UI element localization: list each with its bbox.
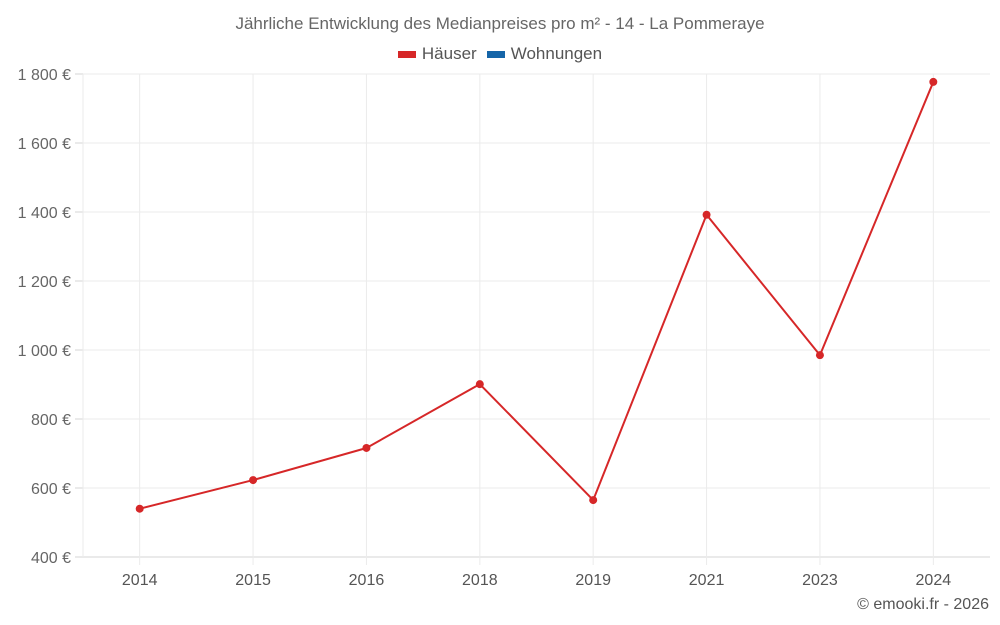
x-tick-label: 2014 xyxy=(122,572,158,589)
x-tick-label: 2019 xyxy=(575,572,611,589)
x-tick-label: 2023 xyxy=(802,572,838,589)
y-tick-label: 1 000 € xyxy=(18,343,71,360)
chart-legend: Häuser Wohnungen xyxy=(0,44,1000,64)
data-point[interactable] xyxy=(929,77,938,86)
x-axis: 2014 2015 2016 2018 2019 2021 2023 2024 xyxy=(122,572,951,589)
x-tick-label: 2015 xyxy=(235,572,271,589)
y-tick-label: 600 € xyxy=(31,481,71,498)
chart-title: Jährliche Entwicklung des Medianpreises … xyxy=(235,14,765,33)
y-tick-label: 800 € xyxy=(31,412,71,429)
x-tick-label: 2021 xyxy=(689,572,725,589)
data-point[interactable] xyxy=(589,496,598,505)
y-tick-label: 1 600 € xyxy=(18,136,71,153)
legend-swatch-apartments xyxy=(486,50,505,58)
y-tick-label: 1 400 € xyxy=(18,205,71,222)
data-point[interactable] xyxy=(249,476,258,485)
data-point[interactable] xyxy=(702,210,711,219)
legend-label-apartments: Wohnungen xyxy=(510,44,603,63)
series-line xyxy=(139,81,935,510)
y-tick-label: 1 200 € xyxy=(18,274,71,291)
data-point[interactable] xyxy=(815,351,824,360)
data-series xyxy=(135,77,938,513)
data-point[interactable] xyxy=(135,504,144,513)
y-tick-label: 400 € xyxy=(31,550,71,567)
y-tick-label: 1 800 € xyxy=(18,67,71,84)
data-point[interactable] xyxy=(362,443,371,452)
legend-label-houses: Häuser xyxy=(421,44,477,63)
legend-swatch-houses xyxy=(397,50,416,58)
legend-item-apartments[interactable]: Wohnungen xyxy=(486,44,603,64)
x-tick-label: 2018 xyxy=(462,572,498,589)
y-axis: 400 € 600 € 800 € 1 000 € 1 200 € 1 400 € 1 60… xyxy=(18,67,71,567)
data-point[interactable] xyxy=(475,380,484,389)
copyright-credit: © emooki.fr - 2026 xyxy=(857,596,989,613)
legend-item-houses[interactable]: Häuser xyxy=(397,44,477,64)
x-tick-label: 2024 xyxy=(916,572,952,589)
x-tick-label: 2016 xyxy=(349,572,385,589)
